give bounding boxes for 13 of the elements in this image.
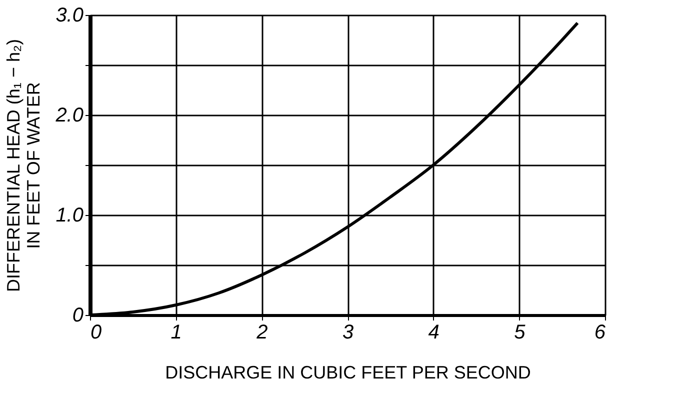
y-tick-label: 0 [72,304,84,326]
y-tick-label: 3.0 [56,4,84,26]
x-tick-label: 0 [90,322,102,344]
x-tick-label: 3 [342,322,354,344]
y-tick-label: 1.0 [56,204,84,226]
x-tick-label: 2 [256,322,268,344]
y-tick-label: 2.0 [54,104,84,126]
x-tick-label: 6 [594,322,606,344]
x-tick-label: 4 [428,322,440,344]
x-axis-title: DISCHARGE IN CUBIC FEET PER SECOND [165,362,531,382]
x-tick-label: 1 [170,322,182,344]
y-axis-title: DIFFERENTIAL HEAD (h₁ − h₂) IN FEET OF WATER [4,39,44,292]
x-tick-label: 5 [514,322,526,344]
